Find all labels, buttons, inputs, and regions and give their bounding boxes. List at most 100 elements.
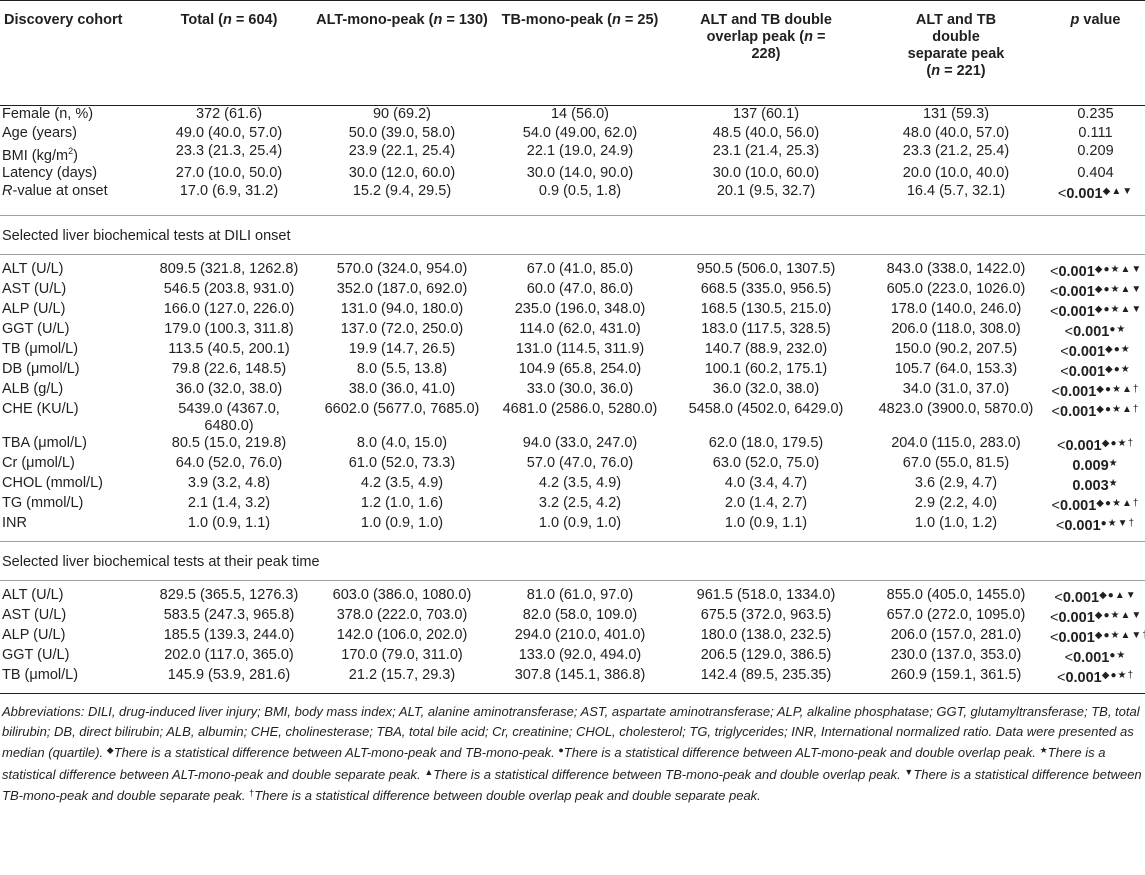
cell-tb-mono-peak: 0.9 (0.5, 1.8) (538, 183, 622, 200)
cell-tb-mono-peak: 82.0 (58.0, 109.0) (522, 607, 638, 624)
cell-double-separate-peak: 16.4 (5.7, 32.1) (906, 183, 1006, 200)
cell-p-value: 0.009★ (1046, 455, 1145, 475)
cell-alt-mono-peak: 90 (69.2) (372, 106, 432, 122)
footnote-symbol: ★ (1039, 745, 1048, 756)
cell-double-overlap-peak: 23.1 (21.4, 25.3) (712, 143, 820, 159)
cell-double-overlap-peak: 36.0 (32.0, 38.0) (712, 381, 820, 398)
table-row: GGT (U/L) 202.0 (117.0, 365.0) 170.0 (79.0… (0, 647, 1145, 667)
cell-tb-mono-peak: 3.2 (2.5, 4.2) (538, 495, 622, 512)
footnote-note-text: There is a statistical difference betwee… (2, 745, 1106, 782)
row-label: R-value at onset (2, 183, 108, 200)
significance-marks: ◆●★ (1105, 344, 1131, 356)
cell-total: 3.9 (3.2, 4.8) (187, 475, 271, 492)
cell-alt-mono-peak: 19.9 (14.7, 26.5) (348, 341, 456, 358)
cell-tb-mono-peak: 57.0 (47.0, 76.0) (526, 455, 634, 472)
footnote-symbol: † (249, 788, 255, 799)
p-value-text: <0.001 (1051, 498, 1097, 515)
row-label: GGT (U/L) (2, 647, 70, 664)
significance-marks: ◆●★▲† (1096, 384, 1140, 396)
cell-double-separate-peak: 67.0 (55.0, 81.5) (902, 455, 1010, 472)
cell-tb-mono-peak: 14 (56.0) (550, 106, 610, 122)
significance-marks: ●★▼† (1100, 518, 1136, 530)
table-row: CHOL (mmol/L) 3.9 (3.2, 4.8) 4.2 (3.5, 4.9… (0, 475, 1145, 495)
row-label: ALP (U/L) (2, 627, 66, 644)
significance-marks: ★ (1108, 458, 1119, 470)
row-label: Latency (days) (2, 164, 98, 181)
row-label: ALT (U/L) (2, 587, 64, 604)
row-label: TB (μmol/L) (2, 667, 79, 684)
table-row: TB (μmol/L) 145.9 (53.9, 281.6) 21.2 (15.7… (0, 667, 1145, 687)
cell-alt-mono-peak: 21.2 (15.7, 29.3) (348, 667, 456, 684)
cell-p-value: <0.001◆●★▲▼ (1046, 261, 1145, 281)
p-value-text: <0.001 (1051, 404, 1097, 421)
cell-tb-mono-peak: 54.0 (49.00, 62.0) (522, 124, 638, 141)
p-value-text: <0.001 (1051, 384, 1097, 401)
cell-double-separate-peak: 178.0 (140.0, 246.0) (890, 301, 1022, 318)
cell-double-overlap-peak: 20.1 (9.5, 32.7) (716, 183, 816, 200)
cell-double-overlap-peak: 675.5 (372.0, 963.5) (700, 607, 832, 624)
table-row: Female (n, %) 372 (61.6) 90 (69.2) 14 (56.0… (0, 106, 1145, 125)
p-value-text: <0.001 (1056, 438, 1102, 455)
row-label: ALT (U/L) (2, 261, 64, 278)
cell-alt-mono-peak: 352.0 (187.0, 692.0) (336, 281, 468, 298)
cell-tb-mono-peak: 1.0 (0.9, 1.0) (538, 515, 622, 532)
cell-double-separate-peak: 260.9 (159.1, 361.5) (890, 667, 1022, 684)
table-row: DB (μmol/L) 79.8 (22.6, 148.5) 8.0 (5.5, 1… (0, 361, 1145, 381)
header-p-value: p value (1070, 12, 1121, 28)
cell-p-value: 0.235 (1046, 106, 1145, 125)
cell-double-separate-peak: 23.3 (21.2, 25.4) (902, 143, 1010, 159)
cell-double-overlap-peak: 48.5 (40.0, 56.0) (712, 124, 820, 141)
cell-total: 49.0 (40.0, 57.0) (175, 124, 283, 141)
cell-double-overlap-peak: 142.4 (89.5, 235.35) (700, 667, 832, 684)
cell-alt-mono-peak: 570.0 (324.0, 954.0) (336, 261, 468, 278)
cell-double-overlap-peak: 140.7 (88.9, 232.0) (704, 341, 828, 358)
table-row: Cr (μmol/L) 64.0 (52.0, 76.0) 61.0 (52.0, … (0, 455, 1145, 475)
table-row: AST (U/L) 583.5 (247.3, 965.8) 378.0 (222.… (0, 607, 1145, 627)
cell-double-separate-peak: 20.0 (10.0, 40.0) (902, 164, 1010, 181)
p-value-text: <0.001 (1064, 650, 1110, 667)
cell-total: 79.8 (22.6, 148.5) (171, 361, 287, 378)
p-value-text: <0.001 (1050, 264, 1095, 281)
cell-tb-mono-peak: 67.0 (41.0, 85.0) (526, 261, 634, 278)
cell-p-value: <0.001◆●★▲▼ (1046, 301, 1145, 321)
cell-p-value: <0.001◆●★ (1046, 361, 1145, 381)
header-tb-mono-peak: TB-mono-peak (n = 25) (501, 12, 659, 28)
cell-double-separate-peak: 204.0 (115.0, 283.0) (891, 435, 1021, 452)
cell-double-separate-peak: 105.7 (64.0, 153.3) (894, 361, 1018, 378)
cell-alt-mono-peak: 8.0 (4.0, 15.0) (356, 435, 448, 452)
cell-alt-mono-peak: 30.0 (12.0, 60.0) (348, 164, 456, 181)
cell-total: 145.9 (53.9, 281.6) (167, 667, 291, 684)
cell-p-value: <0.001◆●★▲† (1046, 401, 1145, 435)
table-row: R-value at onset 17.0 (6.9, 31.2) 15.2 (9.… (0, 183, 1145, 203)
cell-tb-mono-peak: 114.0 (62.0, 431.0) (519, 321, 641, 338)
cell-p-value: <0.001●★ (1046, 647, 1145, 667)
cell-alt-mono-peak: 131.0 (94.0, 180.0) (340, 301, 464, 318)
cell-p-value: <0.001◆●★ (1046, 341, 1145, 361)
p-value-text: <0.001 (1050, 630, 1095, 647)
cell-double-overlap-peak: 137 (60.1) (732, 106, 800, 122)
p-value-text: 0.404 (1077, 164, 1114, 181)
onset-section: ALT (U/L) 809.5 (321.8, 1262.8) 570.0 (324… (0, 261, 1145, 535)
cell-tb-mono-peak: 4681.0 (2586.0, 5280.0) (502, 401, 658, 418)
cell-alt-mono-peak: 61.0 (52.0, 73.3) (348, 455, 456, 472)
peak-section: ALT (U/L) 829.5 (365.5, 1276.3) 603.0 (386… (0, 587, 1145, 687)
table-row: AST (U/L) 546.5 (203.8, 931.0) 352.0 (187.… (0, 281, 1145, 301)
cell-double-separate-peak: 3.6 (2.9, 4.7) (914, 475, 998, 492)
cell-alt-mono-peak: 1.2 (1.0, 1.6) (360, 495, 444, 512)
cell-double-separate-peak: 843.0 (338.0, 1422.0) (886, 261, 1026, 278)
table-header: Discovery cohort Total (n = 604) ALT-mon… (0, 0, 1145, 106)
significance-marks: ◆●★▲▼ (1094, 264, 1143, 276)
cell-tb-mono-peak: 81.0 (61.0, 97.0) (526, 587, 634, 604)
p-value-text: 0.111 (1078, 124, 1113, 141)
significance-marks: ◆●★▲▼ (1094, 304, 1143, 316)
cell-alt-mono-peak: 142.0 (106.0, 202.0) (336, 627, 468, 644)
significance-marks: ●★ (1109, 650, 1127, 662)
cell-tb-mono-peak: 33.0 (30.0, 36.0) (526, 381, 634, 398)
p-value-text: <0.001 (1064, 324, 1110, 341)
cell-p-value: <0.001●★ (1046, 321, 1145, 341)
cell-tb-mono-peak: 307.8 (145.1, 386.8) (514, 667, 646, 684)
cell-alt-mono-peak: 6602.0 (5677.0, 7685.0) (324, 401, 480, 418)
p-value-text: <0.001 (1050, 610, 1095, 627)
table-row: ALB (g/L) 36.0 (32.0, 38.0) 38.0 (36.0, 41… (0, 381, 1145, 401)
table-footnote: Abbreviations: DILI, drug-induced liver … (0, 693, 1145, 806)
